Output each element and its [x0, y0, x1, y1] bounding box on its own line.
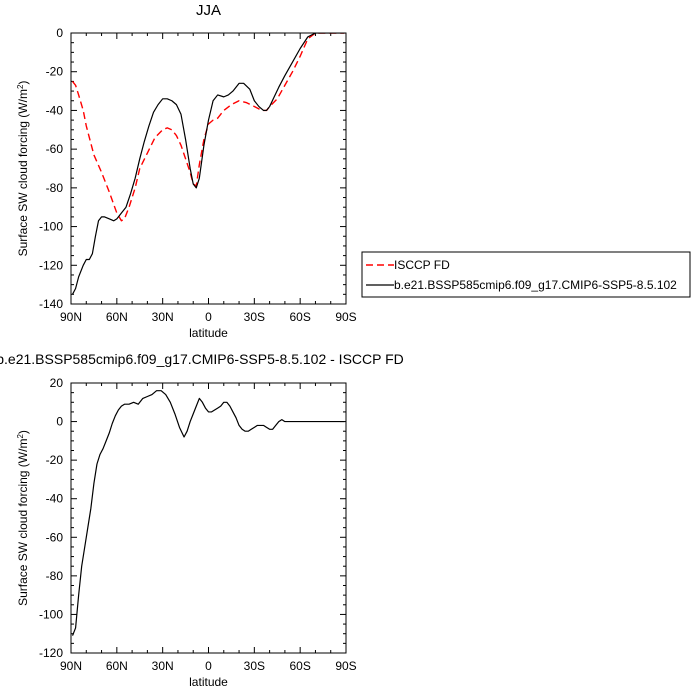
series-line-2	[71, 33, 345, 295]
x-tick-label: 30N	[152, 310, 174, 324]
x-tick-label: 60N	[106, 310, 128, 324]
y-tick-label: -100	[39, 220, 63, 234]
y-tick-label: -100	[39, 607, 63, 621]
x-tick-label: 90N	[60, 659, 82, 673]
y-tick-label: 0	[56, 26, 63, 40]
y-tick-label: 20	[50, 376, 64, 390]
y-axis-label: Surface SW cloud forcing (W/m2)	[16, 81, 30, 257]
plot-frame	[70, 32, 347, 305]
y-tick-label: -120	[39, 646, 63, 660]
y-axis-label-end: )	[16, 81, 30, 85]
y-tick-label: -80	[46, 181, 64, 195]
y-axis-label-text: Surface SW cloud forcing (W/m	[16, 89, 30, 256]
y-axis-label: Surface SW cloud forcing (W/m2)	[16, 430, 30, 606]
series-line-1	[71, 33, 345, 222]
x-axis-label: latitude	[189, 326, 228, 340]
x-tick-label: 30S	[244, 310, 265, 324]
legend-label-2: b.e21.BSSP585cmip6.f09_g17.CMIP6-SSP5-8.…	[394, 278, 677, 292]
y-axis-label-text: Surface SW cloud forcing (W/m	[16, 439, 30, 606]
x-tick-label: 90S	[335, 310, 356, 324]
legend-label-1: ISCCP FD	[394, 258, 450, 272]
y-tick-label: -40	[46, 103, 64, 117]
y-tick-label: -20	[46, 65, 64, 79]
series-line-1	[71, 390, 345, 636]
y-axis-label-end: )	[16, 430, 30, 434]
y-tick-label: -120	[39, 258, 63, 272]
x-tick-label: 30S	[244, 659, 265, 673]
x-tick-label: 60S	[289, 659, 310, 673]
y-axis-label-sup: 2	[16, 434, 25, 439]
y-tick-label: -40	[46, 492, 64, 506]
chart-2: b.e21.BSSP585cmip6.f09_g17.CMIP6-SSP5-8.…	[0, 351, 404, 689]
chart-title: JJA	[196, 2, 221, 19]
y-axis-label-sup: 2	[16, 84, 25, 89]
chart-title: b.e21.BSSP585cmip6.f09_g17.CMIP6-SSP5-8.…	[0, 351, 404, 367]
y-tick-label: -20	[46, 453, 64, 467]
x-tick-label: 90N	[60, 310, 82, 324]
x-axis-label: latitude	[189, 675, 228, 689]
x-tick-label: 30N	[152, 659, 174, 673]
x-tick-label: 0	[205, 659, 212, 673]
x-tick-label: 60S	[289, 310, 310, 324]
x-tick-label: 60N	[106, 659, 128, 673]
x-tick-label: 90S	[335, 659, 356, 673]
y-tick-label: -140	[39, 297, 63, 311]
x-tick-label: 0	[205, 310, 212, 324]
legend-box	[361, 251, 691, 298]
y-tick-label: -60	[46, 142, 64, 156]
y-tick-label: -80	[46, 569, 64, 583]
y-tick-label: 0	[56, 415, 63, 429]
y-tick-label: -60	[46, 530, 64, 544]
chart-1: JJA 90N 60N 30N 0 30S 60S 90S 0 -20 -40 -60 -80 -100 -…	[16, 2, 691, 340]
